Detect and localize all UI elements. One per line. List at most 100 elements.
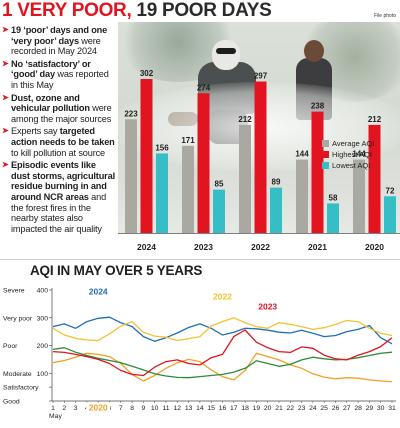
bar-chart: 223 302 156 2024 171 274 85 2023 212 297 89 2022 144… [118,69,400,259]
bar-value-label: 212 [368,115,382,124]
bar-lowest-aqi-2020 [384,196,396,233]
legend-swatch [322,151,329,158]
x-tick-label: 28 [354,405,362,412]
x-tick-label: 23 [298,405,306,412]
bar-value-label: 297 [254,72,268,81]
x-tick-label: 29 [366,405,374,412]
series-tag-2020: 2020 [89,402,108,412]
biker-eyes [216,48,236,54]
bar-value-label: 85 [215,180,224,189]
line-chart-title: AQI IN MAY OVER 5 YEARS [30,263,203,278]
bar-chart-legend: Average AQI Highest AQI Lowest AQI [322,138,374,171]
bar-category-label: 2023 [194,242,213,252]
x-tick-label: 15 [207,405,215,412]
bullet-arrow-icon: ➤ [2,25,9,34]
x-tick-label: 30 [377,405,385,412]
bar-value-label: 223 [124,109,138,118]
bar-category-label: 2020 [365,242,384,252]
bar-value-label: 156 [155,143,169,152]
bar-average-aqi-2024 [125,119,137,233]
legend-item: Average AQI [322,138,374,149]
bar-lowest-aqi-2024 [156,153,168,233]
x-tick-label: 17 [230,405,238,412]
bar-highest-aqi-2020 [368,124,381,233]
bar-value-label: 58 [329,193,338,202]
bullet-text: Dust, ozone and vehicular pollution [11,92,90,114]
bullet-text: 19 ‘poor’ days and one ‘very poor’ days [11,25,108,46]
x-tick-label: 10 [151,405,159,412]
bullet-text: was reported in this May [11,69,109,90]
series-tag-bg [86,402,111,413]
bullet-list: ➤ 19 ‘poor’ days and one ‘very poor’ days… [0,22,118,259]
bar-value-label: 144 [295,150,309,159]
bullet-arrow-icon: ➤ [2,160,9,170]
y-tick-value: 400 [37,288,49,295]
y-tick-value: 200 [37,343,49,350]
series-line-2024 [52,316,393,345]
series-tag-bg [86,286,111,297]
section-divider [0,259,400,260]
y-tick-label: Good [3,399,20,406]
legend-item: Lowest AQI [322,160,374,171]
bullet-arrow-icon: ➤ [2,58,9,68]
x-tick-label: 19 [253,405,261,412]
x-axis-label: May [49,413,62,420]
legend-label: Highest AQI [332,150,373,159]
bar-lowest-aqi-2023 [213,189,225,233]
legend-label: Average AQI [332,139,375,148]
bullet-text: Episodic events like dust storms, agricu… [11,160,115,202]
bullet-item: ➤ No ‘satisfactory’ or ‘good’ day was rep… [2,59,116,91]
bullet-item: ➤ Dust, ozone and vehicular pollution wer… [2,93,116,125]
x-tick-label: 1 [51,405,55,412]
headline-red: 1 VERY POOR, [2,0,132,21]
bar-value-label: 171 [181,136,195,145]
y-tick-label: Moderate [3,371,32,378]
bullet-text: and the forest fires in the nearby state… [11,191,107,234]
x-tick-label: 7 [119,405,123,412]
y-tick-label: Very poor [3,315,33,322]
bar-average-aqi-2023 [182,145,194,233]
bar-value-label: 72 [386,186,395,195]
bar-highest-aqi-2024 [140,78,153,233]
y-tick-label: Poor [3,343,18,350]
x-tick-label: 2 [62,405,66,412]
x-tick-label: 9 [142,405,146,412]
bar-lowest-aqi-2021 [327,203,339,233]
bar-value-label: 144 [352,150,366,159]
series-tag-bg [255,301,280,312]
bar-value-label: 274 [197,83,211,92]
y-tick-label: Satisfactory [3,385,39,392]
series-tag-bg [210,291,235,302]
bar-lowest-aqi-2022 [270,187,282,233]
x-tick-label: 31 [388,405,396,412]
x-tick-label: 24 [309,405,317,412]
x-tick-label: 12 [174,405,182,412]
pedestrian-head [304,40,324,62]
bar-average-aqi-2020 [353,159,365,233]
line-chart: Severe 400 Very poor 300 Poor 200 Moderate 100 S… [3,286,396,420]
x-tick-label: 22 [287,405,295,412]
y-tick-value: 100 [37,371,49,378]
x-tick-label: 27 [343,405,351,412]
bar-highest-aqi-2022 [254,81,267,233]
bullet-text: to kill pollution at source [11,147,106,158]
x-tick-label: 18 [241,405,249,412]
biker-head [212,40,240,70]
photo-credit: File photo [374,13,396,19]
x-tick-label: 11 [162,405,169,412]
headline-text: 1 VERY POOR, 19 POOR DAYS [2,0,272,22]
bar-highest-aqi-2021 [311,111,324,233]
bullet-item: ➤ Episodic events like dust storms, agric… [2,160,116,234]
series-line-2023 [52,329,393,377]
y-tick-value: 300 [37,315,49,322]
legend-swatch [322,140,329,147]
bar-axis-band [118,233,400,259]
legend-swatch [322,162,329,169]
bar-average-aqi-2021 [296,159,308,233]
x-tick-label: 16 [219,405,227,412]
x-tick-label: 3 [74,405,78,412]
bar-value-label: 302 [140,69,154,78]
series-line-2020 [52,352,393,383]
bar-value-label: 89 [272,178,281,187]
bullet-item: ➤ 19 ‘poor’ days and one ‘very poor’ days… [2,25,116,57]
